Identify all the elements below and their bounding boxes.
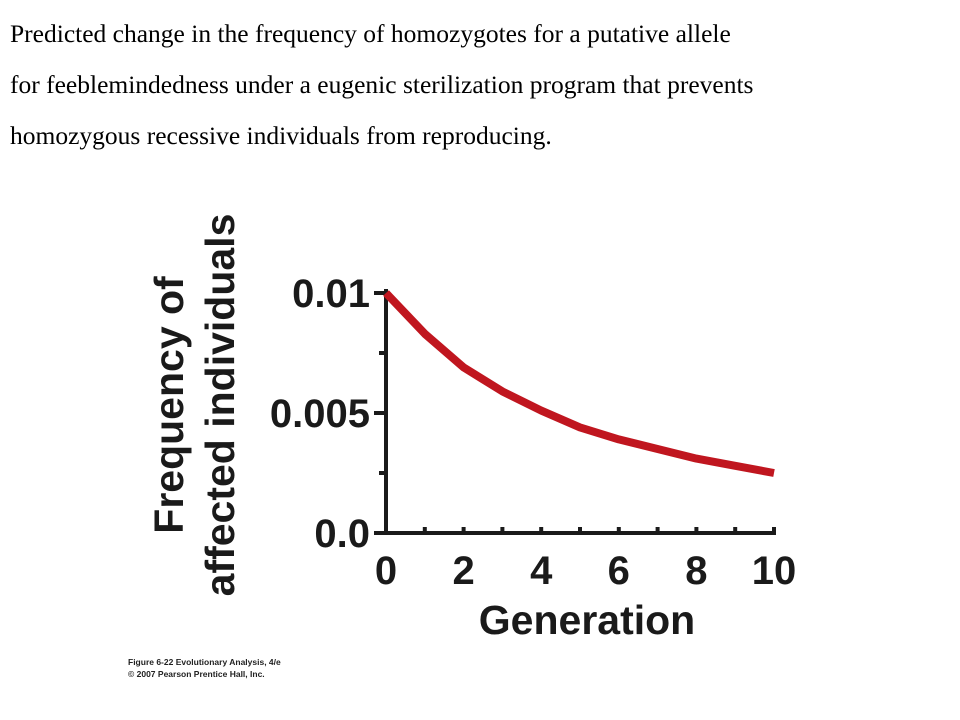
caption-line-2: for feeblemindedness under a eugenic ste…: [10, 70, 754, 99]
chart-series: [383, 290, 775, 477]
y-tick-label: 0.0: [314, 512, 370, 556]
y-axis-title-line-2: affected individuals: [197, 214, 243, 597]
y-axis-title-line-1: Frequency of: [146, 276, 192, 534]
x-axis-title: Generation: [479, 597, 695, 643]
y-tick-label: 0.005: [270, 392, 370, 436]
x-tick-label: 6: [608, 549, 630, 593]
x-tick-label: 10: [752, 549, 797, 593]
chart-tick-labels: 0.0 0.005 0.01 0 2 4 6 8 10: [270, 272, 796, 593]
caption-line-1: Predicted change in the frequency of hom…: [10, 19, 731, 48]
y-tick-label: 0.01: [292, 272, 370, 316]
x-tick-label: 4: [530, 549, 553, 593]
x-tick-label: 8: [685, 549, 707, 593]
credit-line-2: © 2007 Pearson Prentice Hall, Inc.: [128, 669, 265, 679]
credit-line-1: Figure 6-22 Evolutionary Analysis, 4/e: [128, 657, 281, 667]
figure-caption: Predicted change in the frequency of hom…: [10, 8, 955, 161]
chart-axes: [384, 289, 776, 535]
chart-ticks: [374, 291, 776, 535]
caption-line-3: homozygous recessive individuals from re…: [10, 121, 552, 150]
y-axis-title: Frequency of affected individuals: [146, 214, 243, 597]
x-tick-label: 2: [452, 549, 474, 593]
series-line: [383, 290, 775, 477]
figure-credit-copyright: © 2007 Pearson Prentice Hall, Inc.: [128, 669, 265, 679]
figure-credit: Figure 6-22 Evolutionary Analysis, 4/e: [128, 657, 281, 667]
x-tick-label: 0: [375, 549, 397, 593]
